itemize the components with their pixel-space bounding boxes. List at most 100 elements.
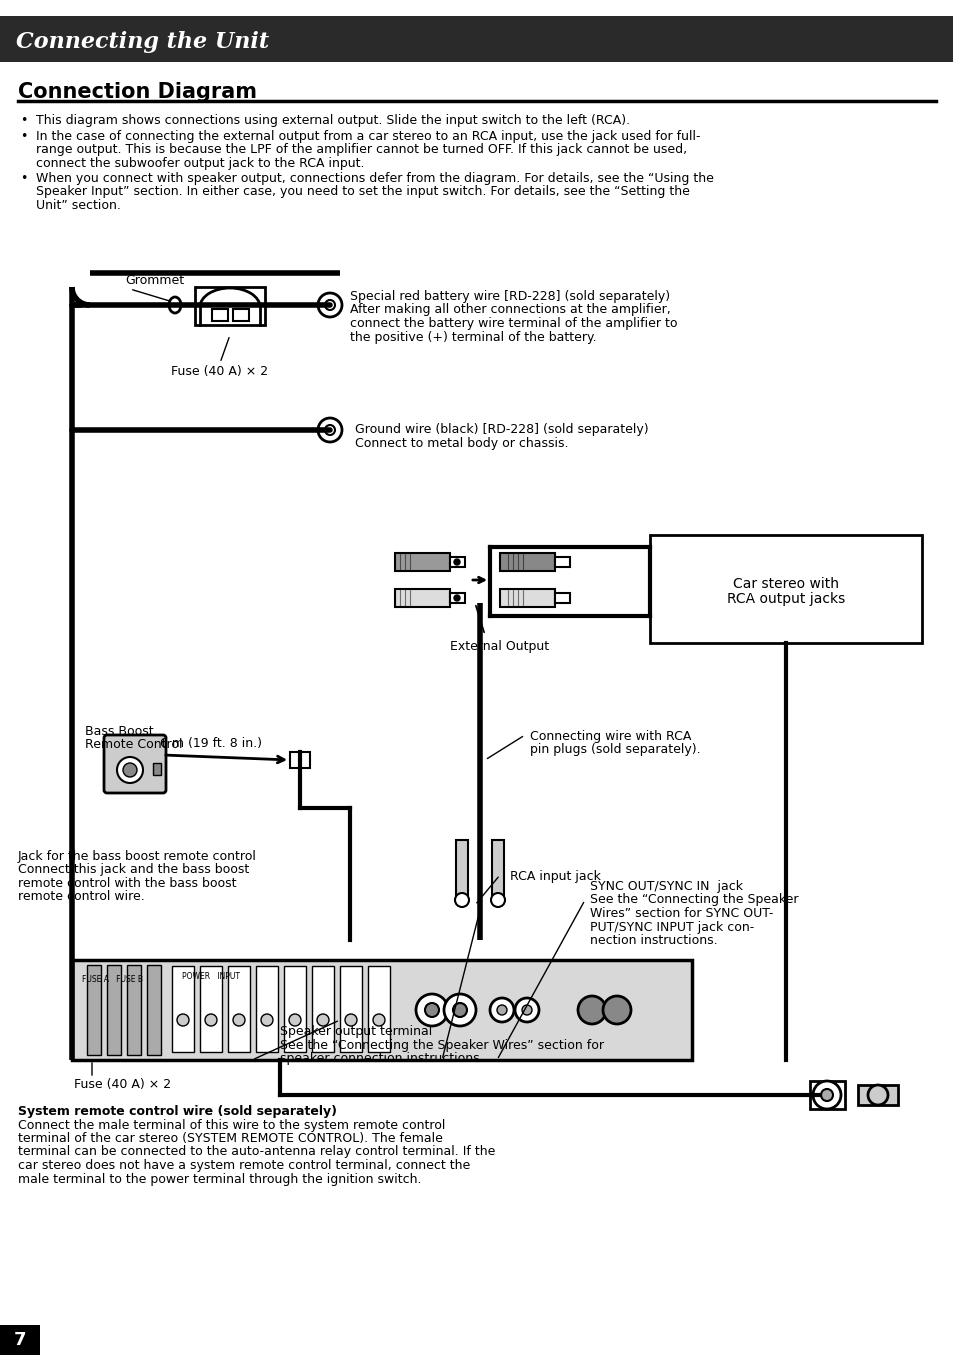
Bar [0,16,953,62]
Circle shape [233,1014,245,1026]
Bar [107,965,121,1056]
Bar [194,287,265,325]
Text: Grommet: Grommet [125,274,184,287]
Text: •: • [20,172,28,186]
Circle shape [424,1003,438,1018]
Circle shape [490,999,514,1022]
Text: Connecting wire with RCA: Connecting wire with RCA [530,730,691,743]
Bar [212,309,228,321]
Circle shape [177,1014,189,1026]
Text: Connecting the Unit: Connecting the Unit [16,31,269,53]
Bar [312,966,334,1051]
Text: remote control wire.: remote control wire. [18,890,145,904]
Circle shape [316,1014,329,1026]
Circle shape [205,1014,216,1026]
Circle shape [821,1089,832,1102]
Bar [152,763,161,775]
Circle shape [373,1014,385,1026]
Text: terminal of the car stereo (SYSTEM REMOTE CONTROL). The female: terminal of the car stereo (SYSTEM REMOT… [18,1131,442,1145]
Circle shape [578,996,605,1024]
Text: speaker connection instructions.: speaker connection instructions. [280,1051,483,1065]
Circle shape [416,995,448,1026]
Text: car stereo does not have a system remote control terminal, connect the: car stereo does not have a system remote… [18,1159,470,1172]
Text: Connect the male terminal of this wire to the system remote control: Connect the male terminal of this wire t… [18,1118,445,1131]
Circle shape [261,1014,273,1026]
Circle shape [491,893,504,906]
FancyBboxPatch shape [104,734,166,793]
Text: RCA input jack: RCA input jack [510,870,600,883]
Text: When you connect with speaker output, connections defer from the diagram. For de: When you connect with speaker output, co… [36,172,713,186]
Circle shape [454,560,459,565]
Text: remote control with the bass boost: remote control with the bass boost [18,877,236,890]
Text: •: • [20,130,28,144]
Text: 7: 7 [13,1331,27,1350]
Circle shape [454,595,459,602]
Text: Speaker Input” section. In either case, you need to set the input switch. For de: Speaker Input” section. In either case, … [36,186,689,198]
Bar [499,589,555,607]
Bar [555,557,569,566]
Text: FUSE A   FUSE B: FUSE A FUSE B [82,976,143,984]
Circle shape [453,1003,467,1018]
Bar [450,557,464,566]
Circle shape [325,425,335,435]
Bar [450,593,464,603]
Text: After making all other connections at the amplifier,: After making all other connections at th… [350,304,670,317]
Circle shape [602,996,630,1024]
Bar [172,966,193,1051]
Text: POWER   INPUT: POWER INPUT [182,972,240,981]
Text: Jack for the bass boost remote control: Jack for the bass boost remote control [18,850,256,863]
Text: Fuse (40 A) × 2: Fuse (40 A) × 2 [74,1079,171,1091]
Text: Connection Diagram: Connection Diagram [18,83,256,102]
Circle shape [289,1014,301,1026]
Bar [284,966,306,1051]
Text: male terminal to the power terminal through the ignition switch.: male terminal to the power terminal thro… [18,1172,421,1186]
Text: nection instructions.: nection instructions. [589,934,717,947]
Text: PUT/SYNC INPUT jack con-: PUT/SYNC INPUT jack con- [589,920,754,934]
Text: Bass Boost: Bass Boost [85,725,153,738]
Circle shape [317,417,341,442]
Bar [290,752,310,768]
Circle shape [345,1014,356,1026]
Text: Speaker output terminal: Speaker output terminal [280,1024,432,1038]
Bar [200,966,222,1051]
Bar [368,966,390,1051]
Text: External Output: External Output [450,640,549,653]
Text: See the “Connecting the Speaker: See the “Connecting the Speaker [589,893,798,906]
Bar [71,959,691,1060]
Text: Wires” section for SYNC OUT-: Wires” section for SYNC OUT- [589,906,773,920]
Circle shape [455,893,469,906]
Text: Unit” section.: Unit” section. [36,199,121,211]
Circle shape [325,299,335,310]
Text: System remote control wire (sold separately): System remote control wire (sold separat… [18,1104,336,1118]
Bar [857,1085,897,1104]
Circle shape [515,999,538,1022]
Circle shape [117,757,143,783]
Bar [499,553,555,570]
Bar [649,535,921,644]
Ellipse shape [169,297,181,313]
Circle shape [317,293,341,317]
Bar [233,309,249,321]
Bar [87,965,101,1056]
Circle shape [497,1005,506,1015]
Circle shape [867,1085,887,1104]
Bar [147,965,161,1056]
Text: Fuse (40 A) × 2: Fuse (40 A) × 2 [172,364,269,378]
Circle shape [123,763,137,776]
Text: •: • [20,114,28,127]
Text: connect the battery wire terminal of the amplifier to: connect the battery wire terminal of the… [350,317,677,331]
Text: Remote Control: Remote Control [85,738,182,752]
Text: connect the subwoofer output jack to the RCA input.: connect the subwoofer output jack to the… [36,157,364,169]
Text: In the case of connecting the external output from a car stereo to an RCA input,: In the case of connecting the external o… [36,130,700,144]
Bar [555,593,569,603]
Bar [255,966,277,1051]
Bar [492,840,503,900]
Text: pin plugs (sold separately).: pin plugs (sold separately). [530,744,700,756]
Text: the positive (+) terminal of the battery.: the positive (+) terminal of the battery… [350,331,596,344]
Bar [228,966,250,1051]
Bar [0,1325,40,1355]
Bar [395,553,450,570]
Text: Connect this jack and the bass boost: Connect this jack and the bass boost [18,863,249,877]
Text: This diagram shows connections using external output. Slide the input switch to : This diagram shows connections using ext… [36,114,630,127]
Text: Connect to metal body or chassis.: Connect to metal body or chassis. [355,436,568,450]
